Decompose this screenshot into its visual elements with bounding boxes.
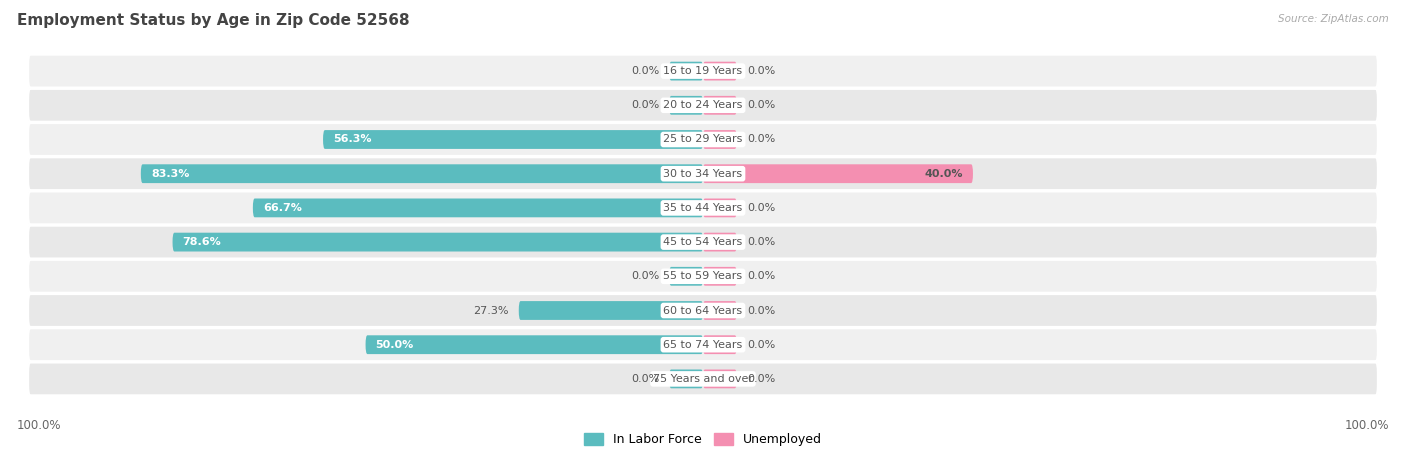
FancyBboxPatch shape xyxy=(703,198,737,217)
Text: 60 to 64 Years: 60 to 64 Years xyxy=(664,306,742,315)
FancyBboxPatch shape xyxy=(28,226,1378,258)
Text: 83.3%: 83.3% xyxy=(150,169,190,179)
Text: 56.3%: 56.3% xyxy=(333,135,371,144)
Text: 0.0%: 0.0% xyxy=(747,374,775,384)
Text: 50.0%: 50.0% xyxy=(375,340,413,350)
Text: 27.3%: 27.3% xyxy=(474,306,509,315)
FancyBboxPatch shape xyxy=(141,164,703,183)
Text: 0.0%: 0.0% xyxy=(747,100,775,110)
Text: 0.0%: 0.0% xyxy=(747,306,775,315)
Text: 0.0%: 0.0% xyxy=(747,340,775,350)
Text: 0.0%: 0.0% xyxy=(747,66,775,76)
Text: 75 Years and over: 75 Years and over xyxy=(652,374,754,384)
FancyBboxPatch shape xyxy=(669,369,703,388)
FancyBboxPatch shape xyxy=(28,363,1378,395)
FancyBboxPatch shape xyxy=(28,328,1378,361)
FancyBboxPatch shape xyxy=(669,62,703,81)
Text: 0.0%: 0.0% xyxy=(631,271,659,281)
FancyBboxPatch shape xyxy=(703,233,737,252)
FancyBboxPatch shape xyxy=(28,260,1378,292)
Text: 0.0%: 0.0% xyxy=(631,66,659,76)
FancyBboxPatch shape xyxy=(28,89,1378,122)
Text: 35 to 44 Years: 35 to 44 Years xyxy=(664,203,742,213)
Text: Employment Status by Age in Zip Code 52568: Employment Status by Age in Zip Code 525… xyxy=(17,14,409,28)
FancyBboxPatch shape xyxy=(703,267,737,286)
Text: 40.0%: 40.0% xyxy=(924,169,963,179)
Text: 0.0%: 0.0% xyxy=(747,237,775,247)
FancyBboxPatch shape xyxy=(703,62,737,81)
FancyBboxPatch shape xyxy=(28,294,1378,327)
Text: 100.0%: 100.0% xyxy=(1344,419,1389,432)
FancyBboxPatch shape xyxy=(703,96,737,115)
FancyBboxPatch shape xyxy=(323,130,703,149)
Text: 100.0%: 100.0% xyxy=(17,419,62,432)
FancyBboxPatch shape xyxy=(703,335,737,354)
Text: 0.0%: 0.0% xyxy=(631,100,659,110)
Text: 20 to 24 Years: 20 to 24 Years xyxy=(664,100,742,110)
Text: 78.6%: 78.6% xyxy=(183,237,221,247)
FancyBboxPatch shape xyxy=(366,335,703,354)
Text: 45 to 54 Years: 45 to 54 Years xyxy=(664,237,742,247)
Text: 0.0%: 0.0% xyxy=(747,135,775,144)
FancyBboxPatch shape xyxy=(669,96,703,115)
FancyBboxPatch shape xyxy=(28,55,1378,87)
Text: 0.0%: 0.0% xyxy=(747,203,775,213)
FancyBboxPatch shape xyxy=(173,233,703,252)
Text: 0.0%: 0.0% xyxy=(747,271,775,281)
FancyBboxPatch shape xyxy=(28,123,1378,156)
Text: 30 to 34 Years: 30 to 34 Years xyxy=(664,169,742,179)
FancyBboxPatch shape xyxy=(28,158,1378,190)
FancyBboxPatch shape xyxy=(703,301,737,320)
Text: Source: ZipAtlas.com: Source: ZipAtlas.com xyxy=(1278,14,1389,23)
Text: 0.0%: 0.0% xyxy=(631,374,659,384)
FancyBboxPatch shape xyxy=(28,192,1378,224)
FancyBboxPatch shape xyxy=(703,130,737,149)
Legend: In Labor Force, Unemployed: In Labor Force, Unemployed xyxy=(579,428,827,450)
Text: 55 to 59 Years: 55 to 59 Years xyxy=(664,271,742,281)
Text: 16 to 19 Years: 16 to 19 Years xyxy=(664,66,742,76)
FancyBboxPatch shape xyxy=(669,267,703,286)
FancyBboxPatch shape xyxy=(703,369,737,388)
Text: 65 to 74 Years: 65 to 74 Years xyxy=(664,340,742,350)
Text: 25 to 29 Years: 25 to 29 Years xyxy=(664,135,742,144)
Text: 66.7%: 66.7% xyxy=(263,203,302,213)
FancyBboxPatch shape xyxy=(253,198,703,217)
FancyBboxPatch shape xyxy=(519,301,703,320)
FancyBboxPatch shape xyxy=(703,164,973,183)
